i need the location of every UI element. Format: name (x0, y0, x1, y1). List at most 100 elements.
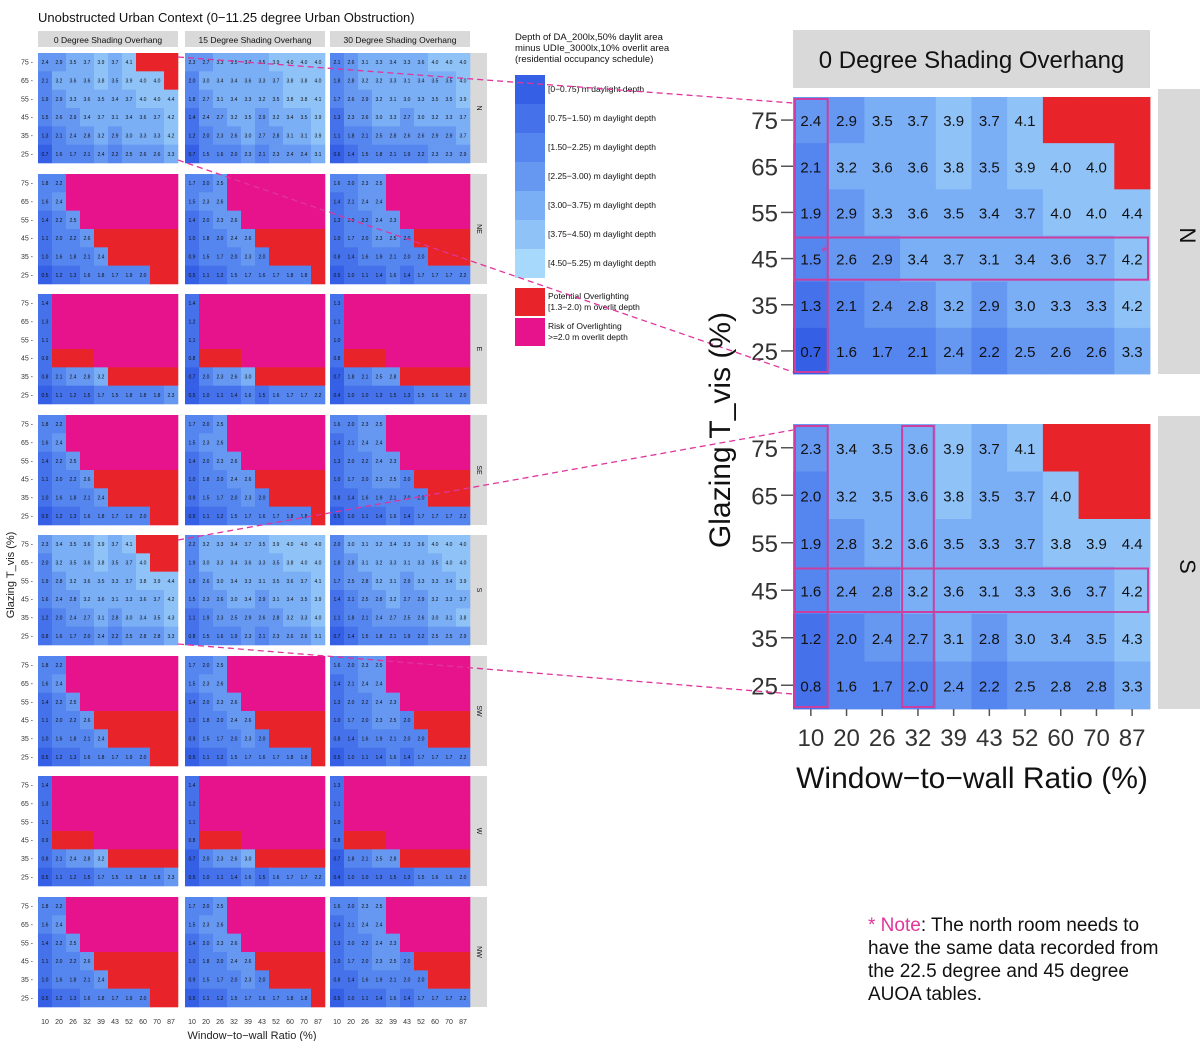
small-cell-label: 1.6 (390, 996, 397, 1002)
small-heatmap-cell (414, 952, 428, 971)
small-heatmap-cell (269, 415, 283, 434)
small-heatmap-cell (269, 693, 283, 712)
small-cell-label: 2.4 (70, 616, 77, 622)
small-cell-label: 1.8 (203, 236, 210, 242)
small-heatmap-cell (136, 247, 150, 266)
small-cell-label: 2.6 (84, 718, 91, 724)
note-star-marker: * (821, 245, 827, 262)
small-heatmap-cell (400, 656, 414, 675)
small-cell-label: 2.6 (348, 60, 355, 66)
small-heatmap-cell (400, 312, 414, 331)
small-cell-label: 2.9 (112, 134, 119, 140)
zoom-cell-label: 2.5 (1015, 344, 1036, 361)
small-cell-label: 3.2 (259, 97, 266, 103)
small-cell-label: 1.7 (70, 634, 77, 640)
small-cell-label: 2.0 (259, 255, 266, 261)
small-heatmap-cell (66, 331, 80, 350)
small-cell-label: 1.7 (418, 755, 425, 761)
small-heatmap-cell (400, 915, 414, 934)
small-heatmap-cell (227, 813, 241, 832)
small-heatmap-cell (136, 776, 150, 795)
small-heatmap-cell (122, 915, 136, 934)
small-heatmap-cell (311, 415, 325, 434)
small-heatmap-cell (400, 211, 414, 230)
small-heatmap-cell (227, 433, 241, 452)
small-cell-label: 3.6 (140, 597, 147, 603)
small-heatmap-cell (52, 294, 66, 313)
small-cell-label: 3.3 (390, 561, 397, 567)
small-heatmap-cell (108, 897, 122, 916)
small-cell-label: 2.6 (259, 616, 266, 622)
small-cell-label: 3.9 (98, 542, 105, 548)
small-cell-label: 1.3 (334, 700, 341, 706)
zoom-y-tick-label: 35 (751, 293, 778, 320)
small-cell-label: 3.7 (460, 134, 467, 140)
small-heatmap-cell (108, 349, 122, 368)
small-heatmap-cell (269, 211, 283, 230)
small-cell-label: 2.3 (390, 941, 397, 947)
small-cell-label: 1.8 (126, 875, 133, 881)
small-cell-label: 2.2 (112, 634, 119, 640)
small-cell-label: 2.3 (217, 700, 224, 706)
small-heatmap-cell (80, 794, 94, 813)
zoom-cell-label: 3.7 (1015, 536, 1036, 553)
small-cell-label: 3.2 (287, 616, 294, 622)
small-cell-label: 1.5 (203, 634, 210, 640)
row-facet-label: SW (475, 705, 482, 717)
small-cell-label: 1.9 (189, 561, 196, 567)
small-heatmap-cell (297, 693, 311, 712)
small-heatmap-cell (122, 952, 136, 971)
small-heatmap-cell (122, 294, 136, 313)
small-heatmap-cell (136, 174, 150, 193)
small-cell-label: 1.8 (301, 996, 308, 1002)
small-cell-label: 2.3 (217, 941, 224, 947)
small-heatmap-cell (311, 433, 325, 452)
small-cell-label: 3.7 (126, 561, 133, 567)
small-cell-label: 1.4 (348, 255, 355, 261)
small-cell-label: 1.4 (334, 597, 341, 603)
small-cell-label: 2.4 (98, 496, 105, 502)
small-cell-label: 3.6 (84, 561, 91, 567)
small-cell-label: 1.6 (56, 152, 63, 158)
small-cell-label: 2.2 (362, 459, 369, 465)
small-heatmap-cell (80, 674, 94, 693)
small-cell-label: 2.1 (42, 79, 49, 85)
small-heatmap-cell (150, 312, 164, 331)
small-cell-label: 1.6 (217, 152, 224, 158)
small-cell-label: 1.1 (362, 273, 369, 279)
zoom-cell-label: 2.2 (979, 678, 1000, 695)
small-cell-label: 1.7 (70, 152, 77, 158)
small-cell-label: 2.4 (231, 236, 238, 242)
small-cell-label: 1.8 (70, 978, 77, 984)
zoom-cell-label: 2.8 (836, 536, 857, 553)
small-cell-label: 3.5 (70, 561, 77, 567)
small-cell-label: 1.2 (217, 755, 224, 761)
small-heatmap-cell (108, 915, 122, 934)
small-cell-label: 3.3 (140, 134, 147, 140)
small-cell-label: 3.3 (390, 115, 397, 121)
small-heatmap-cell (414, 897, 428, 916)
small-heatmap-cell (150, 897, 164, 916)
small-cell-label: 2.4 (56, 441, 63, 447)
small-cell-label: 2.1 (362, 375, 369, 381)
small-cell-label: 1.5 (203, 255, 210, 261)
small-cell-label: 3.4 (231, 561, 238, 567)
small-cell-label: 1.6 (56, 255, 63, 261)
small-heatmap-cell (414, 693, 428, 712)
y-tick-label-small: 75 - (21, 181, 34, 188)
small-heatmap-cell (94, 433, 108, 452)
small-heatmap-cell (428, 970, 442, 989)
small-heatmap-cell (311, 266, 325, 285)
legend-swatch (515, 191, 545, 220)
zoom-cell-label: 3.5 (979, 159, 1000, 176)
small-heatmap-cell (456, 693, 470, 712)
small-cell-label: 2.4 (70, 134, 77, 140)
small-cell-label: 1.8 (189, 97, 196, 103)
y-axis-title-large: Glazing T_vis (%) (704, 312, 737, 548)
zoom-cell-label: 1.6 (836, 344, 857, 361)
small-heatmap-cell (150, 452, 164, 471)
small-heatmap-cell (456, 470, 470, 489)
small-heatmap-cell (255, 433, 269, 452)
small-cell-label: 2.3 (203, 682, 210, 688)
small-cell-label: 1.2 (217, 996, 224, 1002)
